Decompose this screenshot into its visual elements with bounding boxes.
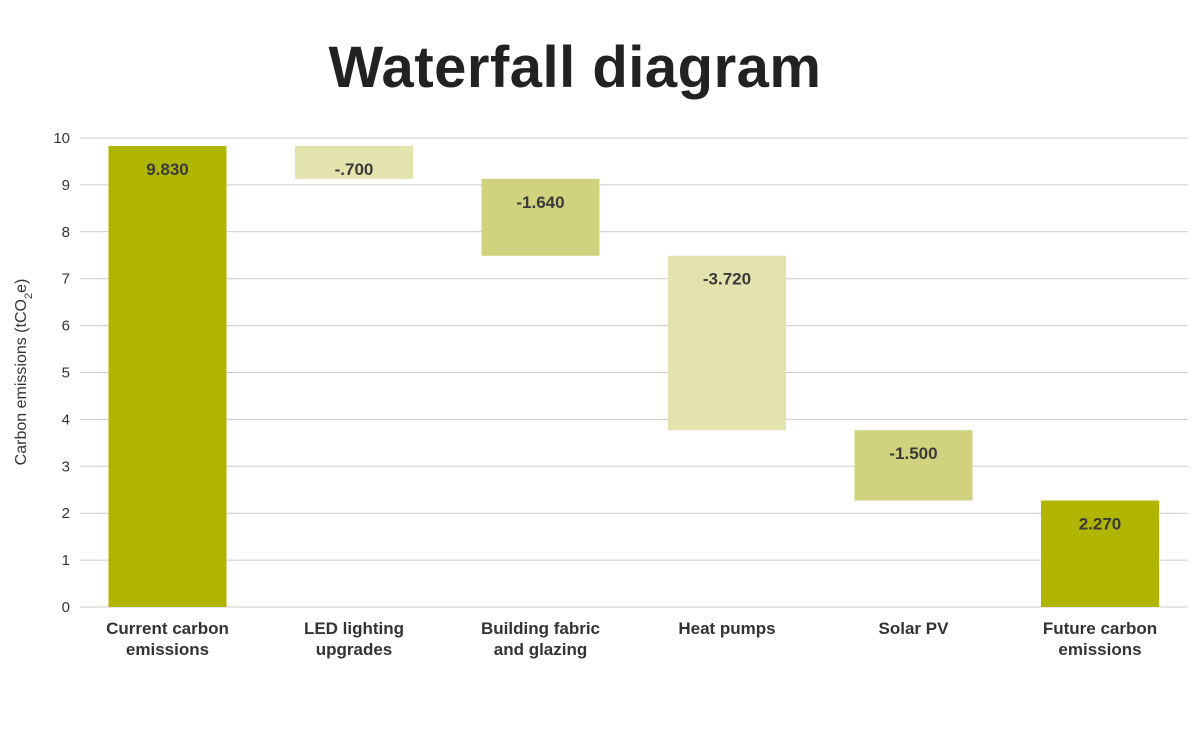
y-tick-label: 9: [62, 177, 70, 194]
y-tick-label: 8: [62, 224, 70, 241]
bar: [481, 178, 600, 256]
y-tick-label: 10: [53, 130, 70, 147]
y-tick-label: 2: [62, 505, 70, 522]
bars: [108, 145, 1159, 607]
bar: [295, 145, 413, 179]
y-tick-label: 6: [62, 318, 70, 335]
data-labels: 9.830 -.700 -1.640 -3.720 -1.500 2.270: [146, 160, 1121, 534]
chart-title: Waterfall diagram: [328, 35, 822, 100]
bar: [854, 430, 973, 501]
y-tick-label: 4: [62, 411, 70, 428]
bar: [108, 145, 227, 607]
data-label: -1.640: [516, 193, 564, 212]
y-tick-label: 1: [62, 552, 70, 569]
category-label: Future carbon emissions: [1043, 619, 1157, 659]
y-axis-ticks: 0 1 2 3 4 5 6 7 8 9 10: [53, 130, 70, 616]
category-label: LED lighting upgrades: [304, 619, 404, 659]
bar: [1041, 500, 1159, 607]
y-tick-label: 5: [62, 365, 70, 382]
y-tick-label: 7: [62, 271, 70, 288]
data-label: 2.270: [1079, 515, 1122, 534]
y-axis-title: Carbon emissions (tCO2e): [13, 279, 35, 466]
data-label: -.700: [335, 160, 374, 179]
category-label: Building fabric and glazing: [481, 619, 600, 659]
y-tick-label: 3: [62, 458, 70, 475]
x-axis-categories: Current carbon emissions LED lighting upgra…: [106, 619, 1157, 659]
data-label: 9.830: [146, 160, 189, 179]
bar: [668, 255, 786, 431]
data-label: -1.500: [889, 444, 937, 463]
category-label: Solar PV: [879, 619, 950, 638]
data-label: -3.720: [703, 270, 751, 289]
category-label: Current carbon emissions: [106, 619, 229, 659]
y-tick-label: 0: [62, 599, 70, 616]
grid-lines: [80, 137, 1188, 608]
category-label: Heat pumps: [678, 619, 775, 638]
